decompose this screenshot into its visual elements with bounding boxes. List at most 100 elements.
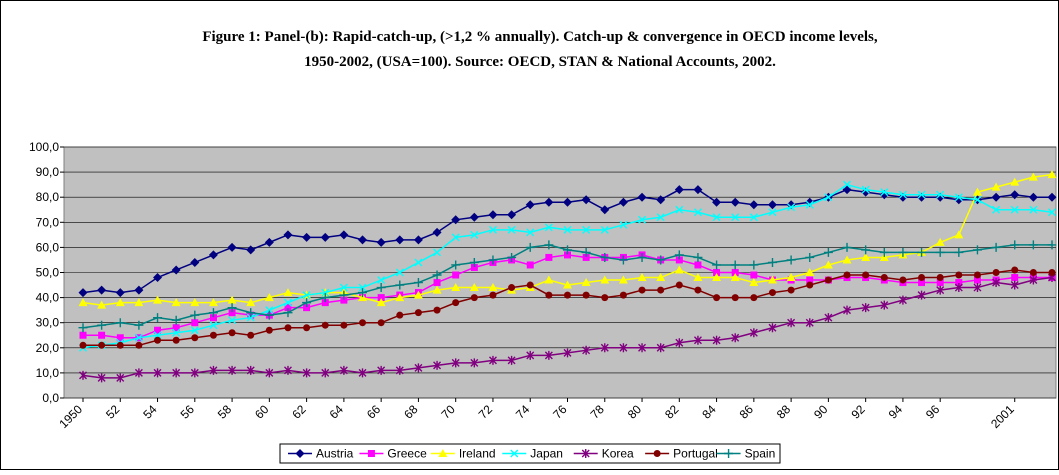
data-point (191, 319, 199, 327)
data-point (191, 334, 199, 342)
data-point (413, 290, 423, 299)
data-point (376, 237, 386, 247)
data-point (432, 227, 442, 237)
data-point (563, 280, 572, 289)
data-point (283, 365, 292, 375)
data-point (544, 275, 554, 284)
data-point (153, 273, 163, 283)
data-point (377, 276, 386, 285)
data-point (377, 365, 386, 375)
data-point (302, 368, 311, 378)
data-point (284, 304, 292, 312)
data-point (731, 269, 739, 276)
data-point (228, 309, 236, 317)
data-point (955, 271, 963, 279)
data-point (414, 258, 423, 267)
data-point (358, 368, 367, 378)
data-point (432, 285, 442, 294)
data-point (525, 242, 535, 252)
data-point (563, 225, 572, 234)
data-point (432, 270, 442, 280)
data-point (656, 255, 666, 265)
data-point (618, 255, 628, 265)
y-tick-label: 70,0 (36, 215, 60, 229)
data-point (749, 200, 759, 210)
y-tick-label: 0,0 (42, 391, 59, 405)
data-point (172, 324, 180, 332)
data-point (749, 260, 759, 270)
data-point (488, 225, 497, 234)
data-point (190, 298, 200, 307)
data-point (396, 311, 404, 319)
data-point (208, 298, 218, 307)
data-point (172, 328, 181, 337)
data-point (227, 295, 237, 304)
data-point (954, 230, 964, 239)
data-point (805, 252, 815, 262)
data-point (712, 213, 721, 222)
data-point (581, 278, 591, 287)
data-point (414, 363, 423, 373)
data-point (824, 313, 833, 323)
y-tick-label: 80,0 (36, 190, 60, 204)
data-point (264, 237, 274, 247)
chart-title: Figure 1: Panel-(b): Rapid-catch-up, (>1… (202, 29, 878, 45)
data-point (451, 260, 461, 270)
data-point (879, 247, 889, 257)
data-point (1029, 205, 1038, 214)
data-point (731, 333, 740, 343)
data-point (320, 232, 330, 242)
data-point (656, 195, 666, 205)
legend-label: Japan (530, 447, 563, 461)
data-point (452, 299, 460, 307)
data-point (190, 368, 199, 378)
data-point (209, 321, 218, 330)
data-point (1048, 269, 1056, 276)
data-point (544, 197, 554, 207)
data-point (246, 245, 256, 255)
legend-marker (438, 449, 448, 457)
data-point (79, 341, 87, 349)
data-point (358, 293, 368, 302)
data-point (153, 295, 163, 304)
data-point (992, 269, 1000, 276)
y-tick-label: 50,0 (36, 266, 60, 280)
data-point (787, 286, 795, 294)
data-point (154, 336, 162, 344)
data-point (656, 343, 665, 353)
data-point (544, 240, 554, 250)
data-point (1010, 190, 1020, 200)
data-point (823, 247, 833, 257)
data-point (246, 313, 255, 322)
data-point (246, 308, 256, 318)
data-point (451, 283, 461, 292)
data-point (153, 331, 162, 340)
data-point (115, 288, 125, 298)
data-point (339, 290, 349, 300)
data-point (339, 365, 348, 375)
data-point (638, 215, 647, 224)
data-point (582, 345, 591, 355)
data-point (768, 289, 776, 297)
data-point (303, 304, 311, 312)
data-point (563, 197, 572, 207)
data-point (247, 331, 255, 339)
data-point (508, 284, 516, 292)
data-point (806, 281, 814, 289)
data-point (806, 276, 814, 284)
data-point (209, 365, 218, 375)
data-point (637, 192, 647, 202)
data-point (544, 223, 553, 232)
data-point (395, 268, 404, 277)
data-point (936, 285, 945, 295)
data-point (97, 373, 106, 383)
data-point (601, 294, 609, 302)
data-point (619, 291, 627, 299)
data-point (564, 251, 571, 259)
data-point (787, 318, 796, 328)
data-point (545, 291, 553, 299)
data-point (208, 308, 218, 318)
data-point (581, 247, 591, 257)
data-point (674, 265, 684, 274)
